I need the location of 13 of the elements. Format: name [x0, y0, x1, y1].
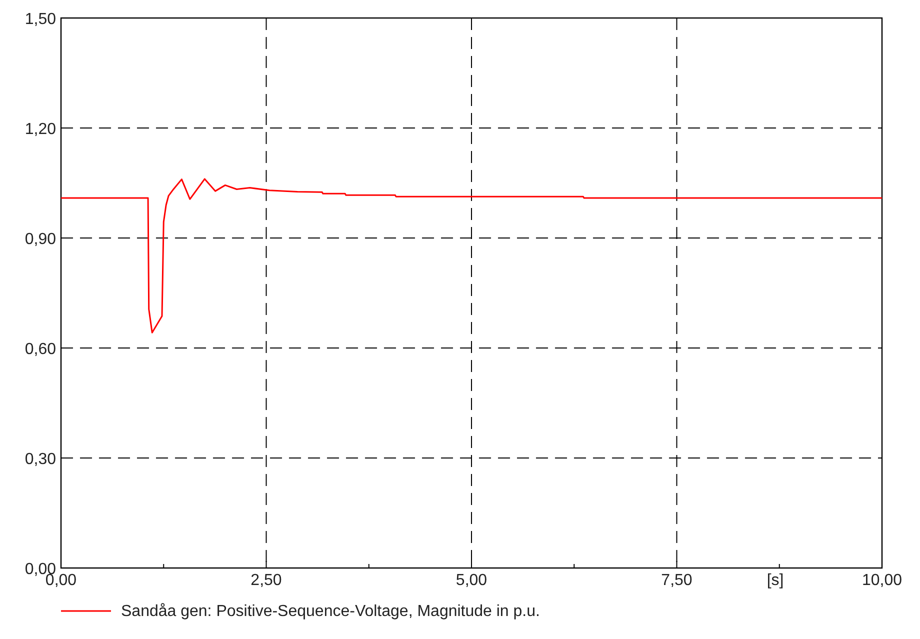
y-tick-label: 1,20 — [24, 121, 56, 138]
x-tick-label: 5,00 — [456, 572, 488, 589]
x-tick-label: 0,00 — [45, 572, 77, 589]
y-tick-label: 0,30 — [24, 451, 56, 468]
line-series — [60, 178, 883, 334]
y-tick-label: 0,90 — [24, 231, 56, 248]
y-tick-label: 1,50 — [24, 11, 56, 28]
x-tick-label: 2,50 — [250, 572, 282, 589]
x-tick-label: 7,50 — [661, 572, 692, 589]
y-tick-label: 0,60 — [24, 341, 56, 358]
legend-label: Sandåa gen: Positive-Sequence-Voltage, Magnitude in p.u. — [121, 603, 540, 620]
x-tick-label: 10,00 — [862, 572, 902, 589]
x-axis-title: [s] — [766, 572, 784, 589]
